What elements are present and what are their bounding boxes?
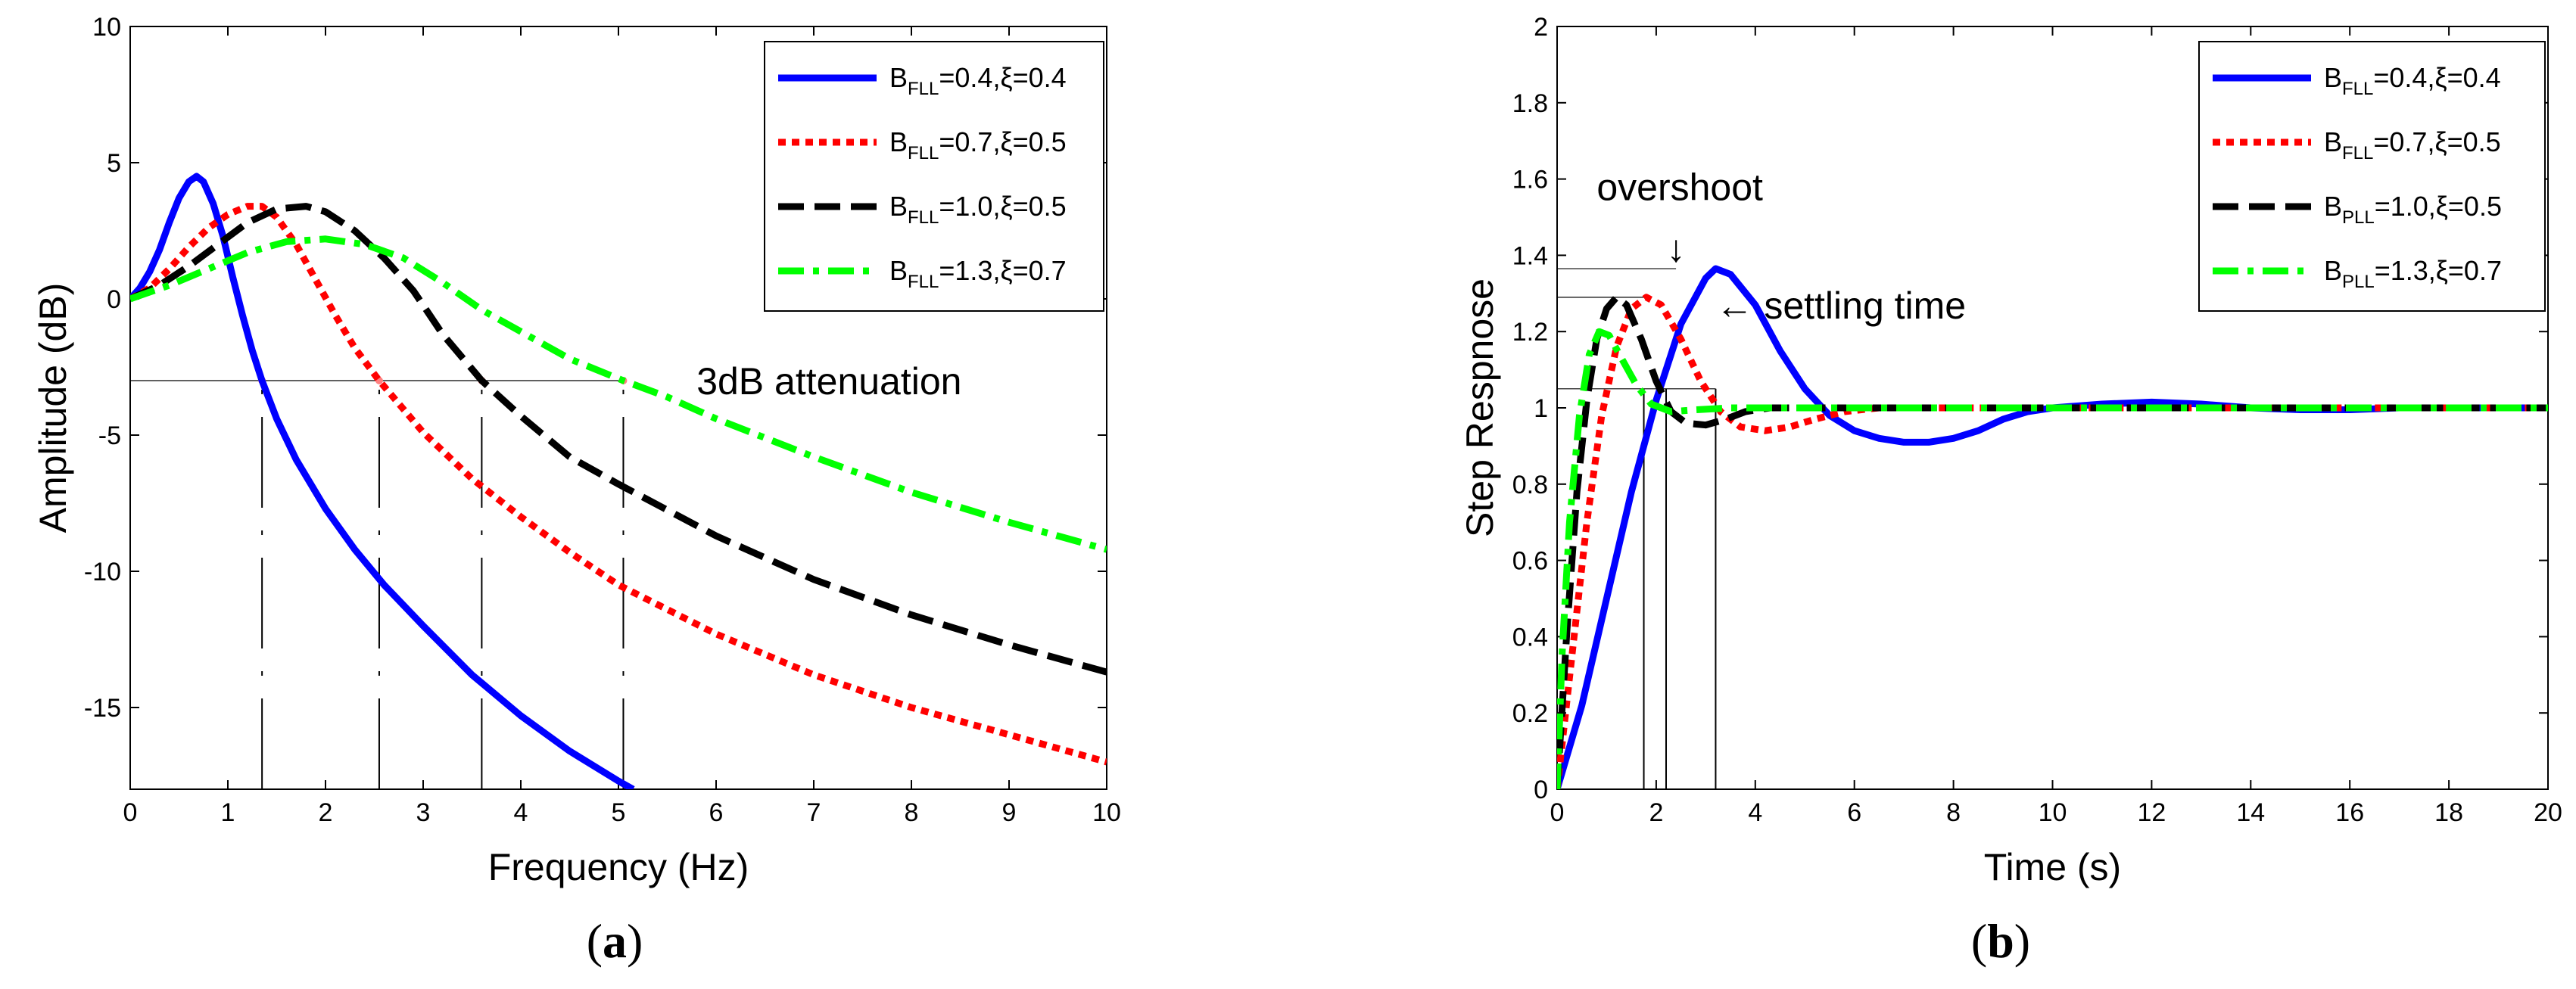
y-tick-label: 1.4 xyxy=(1512,241,1548,270)
x-axis-label: Frequency (Hz) xyxy=(488,846,749,888)
annotation-label: overshoot xyxy=(1596,166,1763,209)
legend-entry: BFLL=0.4,ξ=0.4 xyxy=(889,62,1067,99)
y-tick-label: 0 xyxy=(1534,776,1548,804)
legend-entry: BFLL=1.0,ξ=0.5 xyxy=(889,191,1067,228)
y-tick-label: 0.8 xyxy=(1512,471,1548,499)
x-tick-label: 9 xyxy=(1002,798,1017,827)
y-tick-label: 0 xyxy=(107,285,121,314)
x-axis-label: Time (s) xyxy=(1984,846,2121,888)
y-tick-label: 2 xyxy=(1534,13,1548,42)
legend-entry: BFLL=0.7,ξ=0.5 xyxy=(889,126,1067,163)
y-tick-label: 1.8 xyxy=(1512,89,1548,118)
y-tick-label: 0.2 xyxy=(1512,699,1548,728)
x-tick-label: 16 xyxy=(2335,798,2364,827)
y-tick-label: 0.6 xyxy=(1512,547,1548,576)
series-line-2 xyxy=(130,203,1107,766)
x-tick-label: 3 xyxy=(416,798,431,827)
y-tick-label: 1.2 xyxy=(1512,318,1548,347)
legend-b: BFLL=0.4,ξ=0.4 BFLL=0.7,ξ=0.5 BPLL=1.0,ξ=0… xyxy=(2198,41,2546,312)
y-tick-label: 1 xyxy=(1534,394,1548,423)
series-line-1 xyxy=(130,173,635,789)
x-tick-label: 10 xyxy=(1092,798,1121,827)
chart-a: 0 1 2 3 4 5 6 7 8 9 10 10 5 0 -5 -10 -15 Frequency (Hz) Am… xyxy=(32,13,1121,888)
legend-entry: BFLL=0.7,ξ=0.5 xyxy=(2324,126,2501,163)
y-tick-label: -10 xyxy=(84,558,121,586)
x-tick-label: 7 xyxy=(807,798,821,827)
y-tick-label: 5 xyxy=(107,149,121,178)
x-tick-label: 0 xyxy=(123,798,138,827)
y-axis-label: Amplitude (dB) xyxy=(32,283,74,533)
y-tick-label: 10 xyxy=(92,13,121,42)
annotation-label: ← settling time xyxy=(1715,285,1966,327)
x-tick-label: 18 xyxy=(2434,798,2463,827)
y-axis-label: Step Respnose xyxy=(1459,278,1501,537)
overshoot-arrow: ↓ xyxy=(1667,227,1686,269)
legend-box xyxy=(764,41,1104,312)
annotation-label: 3dB attenuation xyxy=(696,360,961,403)
x-tick-label: 0 xyxy=(1550,798,1565,827)
x-tick-label: 2 xyxy=(319,798,333,827)
x-tick-label: 8 xyxy=(1946,798,1961,827)
x-tick-label: 5 xyxy=(612,798,626,827)
legend-box xyxy=(2198,41,2546,312)
y-tick-label: 1.6 xyxy=(1512,166,1548,194)
x-tick-label: 4 xyxy=(1748,798,1762,827)
x-tick-label: 10 xyxy=(2039,798,2067,827)
legend-entry: BFLL=0.4,ξ=0.4 xyxy=(2324,62,2501,99)
caption-a: (a) xyxy=(587,914,643,968)
series-line-3 xyxy=(130,203,1107,676)
series-line-4 xyxy=(1557,328,2548,789)
legend-a: BFLL=0.4,ξ=0.4 BFLL=0.7,ξ=0.5 BFLL=1.0,ξ=0… xyxy=(764,41,1104,312)
chart-b: 0 2 4 6 8 10 12 14 16 18 20 0 0.2 0.4 0.6 0.8 1 1.2 1.4 1.6… xyxy=(1459,13,2562,888)
y-tick-label: -15 xyxy=(84,694,121,723)
x-tick-label: 12 xyxy=(2137,798,2166,827)
x-tick-label: 14 xyxy=(2236,798,2265,827)
x-tick-label: 2 xyxy=(1649,798,1663,827)
x-tick-label: 1 xyxy=(221,798,235,827)
legend-entry: BFLL=1.3,ξ=0.7 xyxy=(889,255,1067,292)
x-tick-label: 4 xyxy=(514,798,528,827)
x-tick-label: 20 xyxy=(2534,798,2562,827)
legend-entry: BPLL=1.3,ξ=0.7 xyxy=(2324,255,2502,292)
x-tick-label: 6 xyxy=(709,798,724,827)
x-tick-label: 6 xyxy=(1847,798,1861,827)
legend-entry: BPLL=1.0,ξ=0.5 xyxy=(2324,191,2502,228)
x-tick-label: 8 xyxy=(905,798,919,827)
y-tick-label: 0.4 xyxy=(1512,623,1548,652)
caption-b: (b) xyxy=(1971,914,2030,968)
y-tick-label: -5 xyxy=(98,421,121,450)
